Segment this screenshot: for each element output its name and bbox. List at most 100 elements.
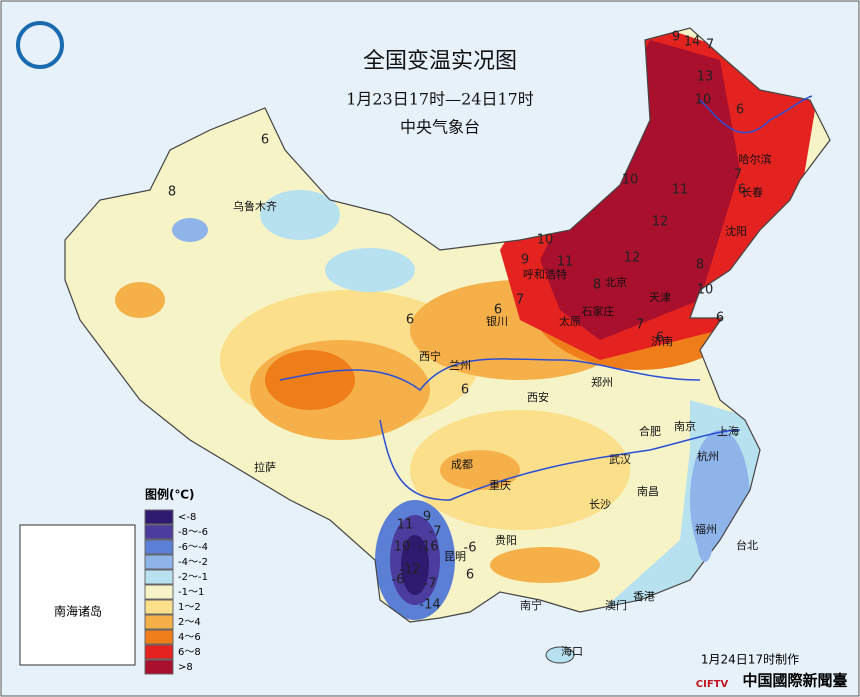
inset-map (19, 524, 136, 666)
legend-swatch (144, 524, 174, 540)
city-label: 长春 (741, 186, 763, 199)
city-label: 福州 (695, 522, 717, 536)
legend-label: -4～-2 (178, 557, 208, 568)
value-label: 6 (461, 383, 469, 398)
legend-swatch (144, 599, 174, 615)
value-label: 11 (672, 183, 689, 198)
agency: 中央气象台 (400, 118, 480, 137)
city-label: 天津 (649, 291, 671, 304)
value-label: 7 (636, 318, 644, 333)
value-label: -6 (392, 573, 405, 588)
logo-cma (16, 21, 64, 69)
value-label: 10 (394, 540, 411, 555)
hainan (545, 646, 575, 664)
legend-label: -2～-1 (178, 572, 208, 583)
value-label: 11 (557, 255, 574, 270)
taiwan (697, 518, 713, 562)
city-label: 哈尔滨 (739, 152, 772, 166)
value-label: 6 (736, 103, 744, 118)
city-label: 海口 (561, 644, 583, 658)
value-label: 6 (716, 311, 724, 326)
city-label: 香港 (633, 590, 655, 603)
value-label: 10 (537, 233, 554, 248)
value-label: 8 (168, 185, 176, 200)
value-label: 8 (593, 278, 601, 293)
value-label: 6 (406, 313, 414, 328)
city-label: 银川 (486, 314, 508, 328)
value-label: 9 (521, 253, 529, 268)
city-label: 台北 (736, 538, 758, 552)
legend-label: -1～1 (178, 587, 204, 598)
legend-title: 图例(℃) (145, 487, 195, 502)
city-label: 南京 (674, 419, 696, 433)
value-label: 12 (652, 215, 669, 230)
legend-swatch (144, 509, 174, 525)
city-label: 西宁 (419, 349, 441, 363)
city-label: 长沙 (589, 498, 611, 511)
legend-label: <-8 (178, 512, 196, 523)
value-label: 6 (738, 183, 746, 198)
legend-swatch (144, 584, 174, 600)
city-label: 郑州 (591, 375, 613, 389)
legend-swatch (144, 569, 174, 585)
value-label: 9 (423, 510, 431, 525)
value-label: -16 (417, 540, 438, 555)
city-label: 乌鲁木齐 (233, 199, 277, 213)
value-label: 10 (695, 93, 712, 108)
value-label: -7 (424, 577, 437, 592)
legend-label: 1～2 (178, 602, 201, 613)
city-label: 武汉 (609, 453, 631, 466)
inset-label: 南海诸岛 (54, 604, 102, 619)
city-label: 兰州 (449, 359, 471, 372)
legend-swatch (144, 659, 174, 675)
border (64, 27, 831, 623)
value-label: -7 (429, 525, 442, 540)
value-label: 13 (697, 70, 714, 85)
city-label: 沈阳 (725, 224, 747, 238)
legend-label: >8 (178, 662, 193, 673)
value-label: -6 (464, 541, 477, 556)
footer-date: 1月24日17时制作 (701, 653, 799, 667)
footer-source: 中国國際新聞臺 (742, 672, 847, 690)
value-label: -14 (419, 598, 440, 613)
city-label: 昆明 (444, 550, 466, 563)
legend-label: 4～6 (178, 632, 201, 643)
legend-swatch (144, 644, 174, 660)
legend-swatch (144, 539, 174, 555)
city-label: 石家庄 (582, 304, 615, 318)
city-label: 太原 (559, 315, 581, 328)
value-label: 9 (672, 30, 680, 45)
title: 全国变温实况图 (363, 49, 517, 74)
city-label: 南宁 (520, 598, 542, 612)
value-label: 10 (697, 283, 714, 298)
legend-swatch (144, 614, 174, 630)
legend-label: 2～4 (178, 617, 201, 628)
value-label: 6 (656, 331, 664, 346)
legend-label: -8～-6 (178, 527, 208, 538)
value-label: 11 (397, 518, 414, 533)
value-label: 6 (494, 303, 502, 318)
value-label: 10 (622, 173, 639, 188)
city-label: 重庆 (489, 478, 511, 492)
city-label: 拉萨 (254, 460, 276, 474)
city-label: 济南 (651, 334, 673, 348)
value-label: 12 (624, 251, 641, 266)
city-label: 贵阳 (495, 534, 517, 547)
subtitle: 1月23日17时—24日17时 (346, 90, 534, 109)
rivers (279, 95, 813, 501)
city-label: 呼和浩特 (523, 267, 567, 281)
value-label: 8 (696, 258, 704, 273)
legend: <-8 -8～-6 -6～-4 -4～-2 -2～-1 -1～1 1～2 2～4 4～6 6～8 >… (144, 509, 208, 675)
value-label: 6 (466, 568, 474, 583)
city-label: 成都 (451, 458, 473, 471)
footer-logo: CIFTV (696, 679, 729, 690)
legend-swatch (144, 629, 174, 645)
legend-swatch (144, 554, 174, 570)
city-label: 北京 (605, 275, 627, 289)
city-label: 澳门 (605, 598, 627, 612)
value-label: 7 (516, 293, 524, 308)
legend-label: 6～8 (178, 647, 201, 658)
value-label: -12 (399, 563, 420, 578)
